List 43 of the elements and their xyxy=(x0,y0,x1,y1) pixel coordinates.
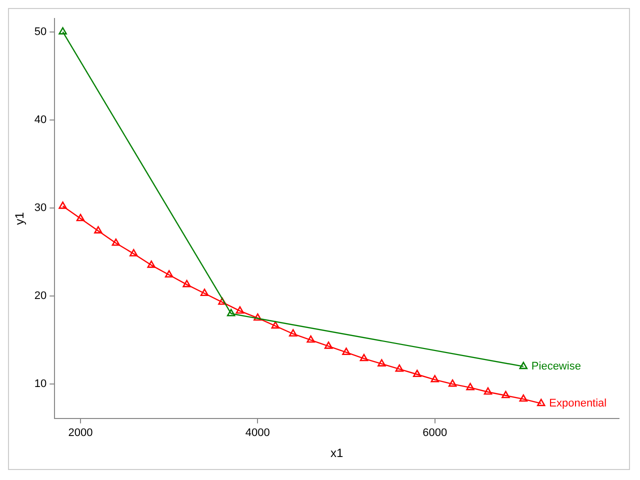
y-tick-label: 20 xyxy=(34,290,47,302)
point xyxy=(76,214,85,222)
point xyxy=(130,249,138,256)
point xyxy=(430,375,439,382)
x-axis-title: x1 xyxy=(330,446,344,460)
point xyxy=(395,364,404,372)
point xyxy=(502,390,510,398)
point xyxy=(537,398,546,406)
point xyxy=(182,280,191,288)
point xyxy=(519,394,528,402)
point xyxy=(484,387,492,395)
point xyxy=(147,260,156,268)
y-tick-label: 40 xyxy=(34,114,47,126)
point xyxy=(236,306,244,314)
point xyxy=(58,202,67,209)
point xyxy=(200,288,209,296)
y-tick-label: 30 xyxy=(34,202,47,214)
y-tick-label: 10 xyxy=(34,378,47,390)
point xyxy=(271,321,280,329)
point xyxy=(306,335,315,343)
point xyxy=(413,370,422,378)
x-tick-label: 6000 xyxy=(422,427,448,440)
point xyxy=(94,226,102,234)
point xyxy=(164,270,174,278)
point xyxy=(360,354,368,362)
series-label: Piecewise xyxy=(531,360,581,372)
point xyxy=(448,379,457,387)
point xyxy=(519,362,528,370)
point xyxy=(342,348,350,356)
point xyxy=(324,342,333,349)
x-tick-label: 4000 xyxy=(245,427,270,440)
point xyxy=(466,382,474,390)
point xyxy=(218,298,226,305)
point xyxy=(58,27,67,34)
point xyxy=(112,238,120,246)
point xyxy=(254,313,262,321)
point xyxy=(378,359,386,366)
x-tick-label: 2000 xyxy=(68,427,93,440)
series-label: Exponential xyxy=(549,397,607,410)
point xyxy=(288,329,298,337)
y-axis-title: y1 xyxy=(12,212,27,225)
point xyxy=(226,308,236,316)
y-tick-label: 50 xyxy=(34,26,47,38)
